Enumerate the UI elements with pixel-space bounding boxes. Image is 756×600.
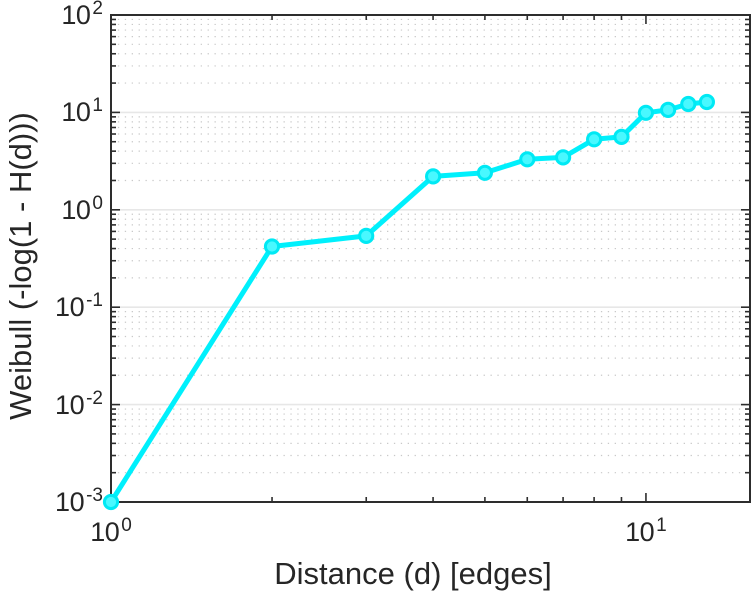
data-line [108, 99, 710, 505]
data-point-marker [680, 95, 697, 113]
data-point-marker [263, 238, 281, 255]
x-tick-label: 10 0 [90, 515, 132, 547]
y-tick-label: 10 -1 [55, 290, 103, 323]
data-point-marker [637, 104, 655, 121]
y-tick-label: 10 -3 [55, 485, 103, 517]
data-point-marker [102, 493, 120, 511]
y-axis-label: Weibull (-log(1 - H(d))) [3, 112, 38, 420]
data-point-marker [555, 149, 572, 166]
axes-box [110, 14, 751, 503]
x-axis-label: Distance (d) [edges] [274, 556, 552, 591]
data-point-marker [358, 227, 375, 244]
data-point-marker [660, 101, 677, 119]
x-tick-label: 10 1 [625, 515, 667, 547]
data-point-marker [698, 93, 716, 111]
data-point-marker [476, 164, 493, 181]
data-point-marker [425, 168, 442, 185]
data-point-marker [586, 131, 603, 148]
y-tick-label: 10 0 [61, 192, 103, 225]
data-point-marker [613, 128, 630, 145]
y-tick-label: 10 -2 [55, 387, 103, 420]
y-tick-label: 10 2 [61, 0, 103, 30]
y-tick-label: 10 1 [61, 95, 103, 128]
data-point-marker [519, 151, 536, 168]
